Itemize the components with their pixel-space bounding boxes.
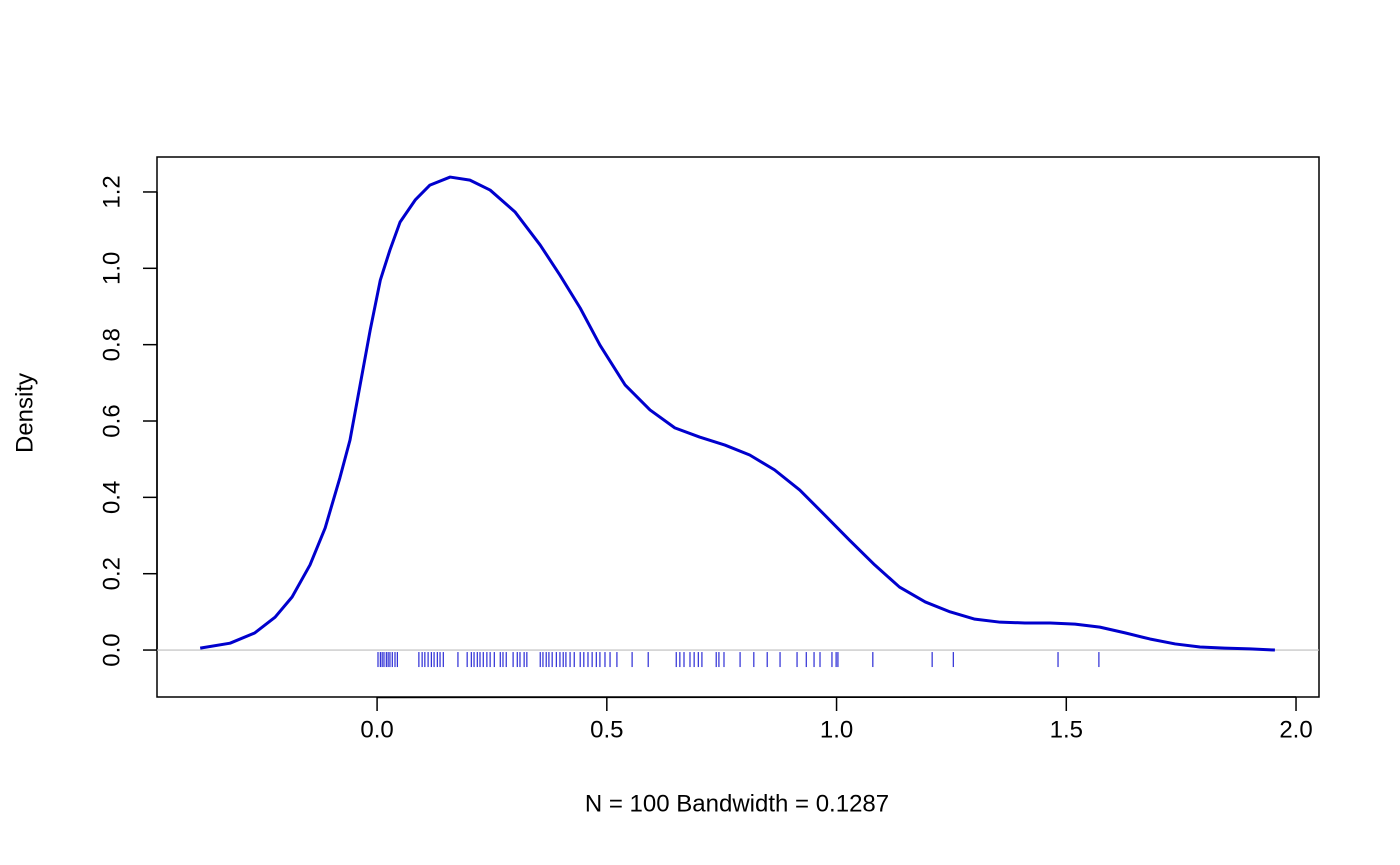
y-tick-label: 0.6 <box>98 404 125 437</box>
y-tick-label: 0.8 <box>98 328 125 361</box>
plot-box <box>156 156 1320 698</box>
y-tick-label: 0.4 <box>98 481 125 514</box>
x-tick-label: 0.0 <box>360 716 393 743</box>
y-tick-label: 1.2 <box>98 175 125 208</box>
y-tick-label: 0.2 <box>98 557 125 590</box>
x-tick-label: 1.0 <box>820 716 853 743</box>
x-axis-label: N = 100 Bandwidth = 0.1287 <box>585 790 889 817</box>
x-tick-label: 1.5 <box>1050 716 1083 743</box>
y-tick-label: 1.0 <box>98 252 125 285</box>
x-tick-label: 0.5 <box>590 716 623 743</box>
y-axis-label: Density <box>11 373 38 453</box>
density-curve <box>199 175 1275 652</box>
x-tick-label: 2.0 <box>1279 716 1312 743</box>
y-tick-label: 0.0 <box>98 633 125 666</box>
